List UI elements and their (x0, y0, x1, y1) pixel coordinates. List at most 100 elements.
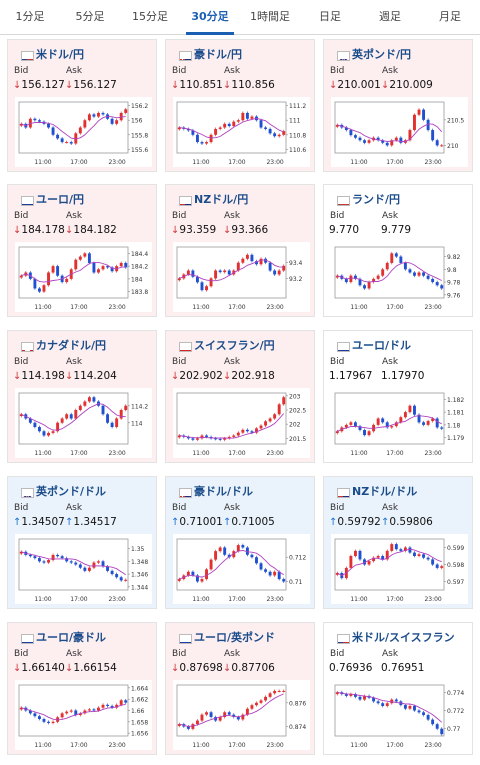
rate-card[interactable]: ユーロ/円 Bid Ask ↓184.178 ↓184.182 184.4 184… (7, 184, 157, 317)
bid-label: Bid (14, 211, 29, 221)
tab-1min[interactable]: 1分足 (15, 10, 45, 23)
currency-pair-title[interactable]: スイスフラン/円 (194, 339, 275, 352)
candle-body (385, 142, 389, 146)
candlestick-chart: 0.774 0.772 0.77 11:00 17:00 23:00 (334, 684, 464, 749)
tab-monthly[interactable]: 月足 (439, 10, 461, 23)
y-tick-label: 110.6 (289, 147, 306, 154)
ch-flag-icon (179, 342, 192, 352)
currency-pair-title[interactable]: カナダドル/円 (36, 339, 107, 352)
candle-body (399, 417, 403, 423)
rate-card[interactable]: カナダドル/円 Bid Ask ↓114.198 ↓114.204 114.2 1… (7, 330, 157, 463)
y-tick-label: 0.77 (447, 726, 461, 733)
tab-15min[interactable]: 15分足 (132, 10, 168, 23)
ask-label: Ask (382, 211, 399, 221)
candle-body (78, 405, 82, 410)
ask-value-wrap: ↓114.204 (65, 370, 117, 382)
x-tick-label: 11:00 (350, 450, 367, 457)
candle-body (422, 712, 426, 716)
tab-30min[interactable]: 30分足 (180, 0, 240, 35)
price-chart[interactable]: 0.599 0.598 0.597 11:00 17:00 23:00 (331, 534, 468, 604)
price-chart[interactable]: 9.82 9.8 9.78 9.76 11:00 17:00 23:00 (331, 242, 468, 312)
candle-body (394, 422, 398, 427)
rate-card[interactable]: 豪ドル/円 Bid Ask ↓110.851 ↓110.856 111.2 111… (165, 39, 315, 172)
currency-pair-title[interactable]: ユーロ/ドル (352, 339, 412, 352)
tab-1hour[interactable]: 1時間足 (250, 10, 290, 23)
candle-body (33, 713, 37, 717)
y-tick-label: 114 (131, 420, 143, 427)
arrow-down-icon: ↓ (171, 663, 180, 674)
rate-card[interactable]: 英ポンド/ドル Bid Ask ↑1.34507 ↑1.34517 1.35 1.… (7, 476, 157, 609)
y-tick-label: 156.2 (131, 103, 148, 110)
price-chart[interactable]: 184.4 184.2 184 183.8 11:00 17:00 23:00 (15, 242, 152, 312)
candle-body (223, 547, 227, 555)
price-chart[interactable]: 114.2 114 11:00 17:00 23:00 (15, 388, 152, 458)
rate-card[interactable]: ユーロ/英ポンド Bid Ask ↓0.87698 ↓0.87706 0.876… (165, 622, 315, 755)
price-chart[interactable]: 93.4 93.2 11:00 17:00 23:00 (173, 242, 310, 312)
tab-5min[interactable]: 5分足 (75, 10, 105, 23)
candle-body (33, 118, 37, 121)
tab-weekly[interactable]: 週足 (379, 10, 401, 23)
currency-pair-title[interactable]: ユーロ/円 (36, 193, 85, 206)
rate-card[interactable]: NZドル/円 Bid Ask ↓93.359 ↓93.366 93.4 93.2 1… (165, 184, 315, 317)
candle-body (413, 272, 416, 276)
rate-card[interactable]: 米ドル/スイスフラン Bid Ask 0.76936 0.76951 0.774… (323, 622, 473, 755)
ask-label: Ask (66, 649, 83, 659)
candle-body (83, 253, 87, 257)
candle-body (47, 560, 50, 563)
candle-body (191, 130, 195, 135)
candle-body (87, 567, 91, 571)
candle-body (33, 422, 37, 427)
rate-card[interactable]: 米ドル/円 Bid Ask ↓156.127 ↓156.127 156.2 156… (7, 39, 157, 172)
rate-card[interactable]: スイスフラン/円 Bid Ask ↓202.902 ↓202.918 203 20… (165, 330, 315, 463)
rate-card[interactable]: ランド/円 Bid Ask 9.770 9.779 9.82 9.8 9.78 9.7… (323, 184, 473, 317)
price-chart[interactable]: 203 202.5 202 201.5 11:00 17:00 23:00 (173, 388, 310, 458)
currency-pair-title[interactable]: 豪ドル/円 (194, 48, 243, 61)
price-chart[interactable]: 156.2 156 155.8 155.6 11:00 17:00 23:00 (15, 97, 152, 167)
rate-card[interactable]: ユーロ/豪ドル Bid Ask ↓1.66140 ↓1.66154 1.664 1… (7, 622, 157, 755)
candle-body (372, 697, 376, 702)
bid-value: 9.770 (329, 224, 360, 236)
candle-body (110, 267, 114, 272)
bid-label: Bid (330, 211, 345, 221)
x-tick-label: 23:00 (108, 742, 125, 749)
rate-card[interactable]: 英ポンド/円 Bid Ask ↓210.001 ↓210.009 210.5 21… (323, 39, 473, 172)
y-tick-label: 1.344 (131, 584, 148, 591)
candle-body (349, 694, 353, 696)
moving-average-line (179, 117, 284, 139)
currency-pair-title[interactable]: ランド/円 (352, 193, 401, 206)
tab-daily[interactable]: 日足 (319, 10, 341, 23)
currency-pair-title[interactable]: ユーロ/英ポンド (194, 631, 276, 644)
candle-body (431, 559, 435, 565)
ask-value: 93.366 (231, 224, 269, 236)
currency-pair-title[interactable]: 英ポンド/円 (352, 48, 412, 61)
currency-pair-title[interactable]: 米ドル/スイスフラン (352, 631, 455, 644)
ask-value: 202.918 (231, 370, 275, 382)
candle-body (236, 717, 240, 720)
ask-value: 114.204 (73, 370, 117, 382)
currency-pair-title[interactable]: ユーロ/豪ドル (36, 631, 107, 644)
currency-pair-title[interactable]: 英ポンド/ドル (36, 485, 107, 498)
rate-card[interactable]: NZドル/ドル Bid Ask ↑0.59792 ↑0.59806 0.599 0… (323, 476, 473, 609)
price-chart[interactable]: 1.664 1.662 1.66 1.658 1.656 11:00 17:00 23:00 (15, 680, 152, 750)
price-chart[interactable]: 0.712 0.71 11:00 17:00 23:00 (173, 534, 310, 604)
rate-card[interactable]: 豪ドル/ドル Bid Ask ↑0.71001 ↑0.71005 0.712 0.… (165, 476, 315, 609)
price-chart[interactable]: 0.774 0.772 0.77 11:00 17:00 23:00 (331, 680, 468, 750)
currency-pair-title[interactable]: NZドル/円 (194, 193, 249, 206)
candle-body (408, 130, 412, 141)
candle-body (51, 127, 55, 135)
price-chart[interactable]: 210.5 210 11:00 17:00 23:00 (331, 97, 468, 167)
price-chart[interactable]: 1.182 1.181 1.18 1.179 11:00 17:00 23:00 (331, 388, 468, 458)
currency-pair-title[interactable]: 豪ドル/ドル (194, 485, 254, 498)
currency-pair-title[interactable]: 米ドル/円 (36, 48, 85, 61)
price-chart[interactable]: 111.2 111 110.8 110.6 11:00 17:00 23:00 (173, 97, 310, 167)
bid-value-wrap: ↓210.001 (329, 79, 381, 91)
price-chart[interactable]: 0.876 0.874 11:00 17:00 23:00 (173, 680, 310, 750)
x-tick-label: 23:00 (266, 742, 283, 749)
candle-body (245, 708, 249, 715)
currency-pair-title[interactable]: NZドル/ドル (352, 485, 418, 498)
bid-value-wrap: ↓110.851 (171, 79, 223, 91)
rate-card[interactable]: ユーロ/ドル Bid Ask 1.17967 1.17970 1.182 1.18… (323, 330, 473, 463)
candle-body (74, 259, 78, 270)
price-chart[interactable]: 1.35 1.348 1.346 1.344 11:00 17:00 23:00 (15, 534, 152, 604)
candle-body (124, 109, 128, 113)
